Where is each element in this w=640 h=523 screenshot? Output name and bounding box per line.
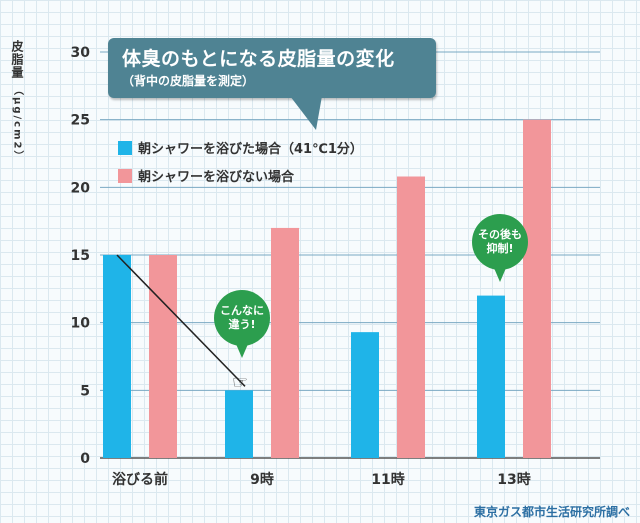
y-axis-label: 皮脂量: [10, 40, 24, 79]
chart-title: 体臭のもとになる皮脂量の変化: [122, 48, 395, 70]
y-axis-title: 皮脂量 （μg/cm2）: [6, 40, 28, 162]
x-tick-label: 13時: [497, 471, 530, 488]
bubble2-line1: その後も: [478, 228, 522, 241]
y-tick-label: 25: [71, 113, 90, 129]
legend-item-no-shower: 朝シャワーを浴びない場合: [118, 166, 294, 185]
bubble2-line2: 抑制!: [486, 242, 514, 255]
y-tick-label: 5: [80, 383, 90, 399]
x-tick-label: 11時: [371, 471, 404, 488]
y-tick-label: 20: [71, 180, 91, 196]
bubble1-line2: 違う!: [228, 318, 256, 331]
bubble1-line1: こんなに: [220, 304, 264, 317]
y-axis-unit: （μg/cm2）: [11, 85, 23, 163]
legend-label-shower: 朝シャワーを浴びた場合（41℃1分）: [138, 142, 363, 157]
y-tick-label: 0: [80, 451, 90, 467]
legend-label-no-shower: 朝シャワーを浴びない場合: [138, 170, 295, 185]
bar-no-shower: [397, 176, 425, 459]
bar-no-shower: [271, 227, 299, 458]
y-tick-label: 15: [71, 248, 90, 264]
y-tick-label: 30: [71, 45, 91, 61]
legend-swatch-shower: [118, 140, 132, 155]
x-tick-label: 浴びる前: [112, 471, 168, 488]
bar-no-shower: [523, 119, 551, 459]
bar-shower: [351, 332, 379, 458]
source-credit: 東京ガス都市生活研究所調べ: [473, 505, 630, 519]
x-tick-label: 9時: [250, 471, 274, 488]
legend-swatch-no-shower: [118, 168, 132, 183]
legend-item-shower: 朝シャワーを浴びた場合（41℃1分）: [118, 138, 363, 157]
bar-shower: [225, 390, 253, 458]
bar-no-shower: [149, 255, 177, 458]
annotation-bubble-suppressed: その後も 抑制!: [472, 214, 528, 282]
pointing-hand-icon: ☞: [232, 372, 249, 393]
chart-title-box: 体臭のもとになる皮脂量の変化 （背中の皮脂量を測定）: [108, 38, 436, 98]
title-callout-tail: [290, 96, 322, 130]
y-tick-label: 10: [71, 316, 91, 332]
bar-shower: [477, 295, 505, 458]
bar-shower: [103, 255, 131, 458]
annotation-bubble-difference: こんなに 違う!: [214, 290, 270, 358]
pointer-line: [116, 254, 246, 387]
chart-subtitle: （背中の皮脂量を測定）: [122, 74, 255, 88]
